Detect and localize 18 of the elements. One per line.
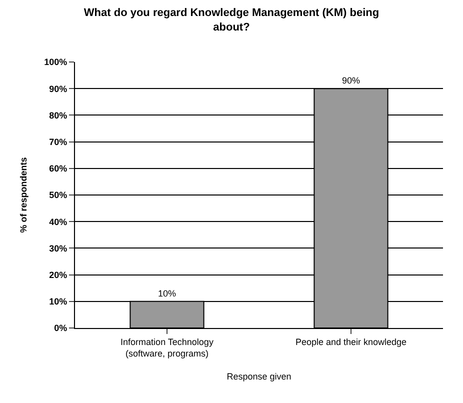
y-tick-label: 50% xyxy=(49,190,68,200)
chart-title: What do you regard Knowledge Management (KM) being about? xyxy=(84,7,380,34)
data-label: 10% xyxy=(158,288,176,298)
y-tick-label: 60% xyxy=(49,164,68,174)
x-tick-label: People and their knowledge xyxy=(295,336,407,347)
y-tick-label: 0% xyxy=(54,323,68,334)
y-tick-label: 30% xyxy=(49,243,68,254)
y-tick-label: 40% xyxy=(49,216,68,227)
y-tick-label: 70% xyxy=(49,136,68,147)
y-axis-title: % of respondents xyxy=(18,157,29,233)
y-tick-label: 90% xyxy=(49,84,68,94)
x-tick-label: Information Technology (software, programs) xyxy=(120,336,214,358)
data-label: 90% xyxy=(342,76,360,86)
y-tick-label: 10% xyxy=(49,296,68,307)
y-tick-label: 20% xyxy=(49,270,68,280)
y-tick-label: 100% xyxy=(44,57,68,68)
y-tick-label: 80% xyxy=(49,110,68,120)
x-axis-title: Response given xyxy=(226,371,292,382)
